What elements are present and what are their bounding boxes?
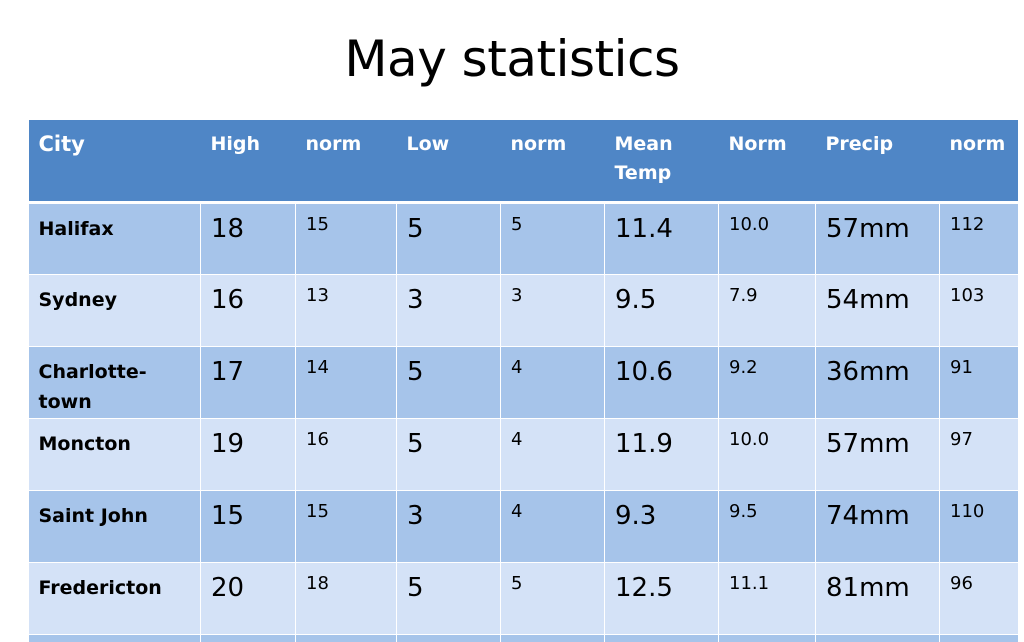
cell-mean-norm: 9.2: [718, 345, 816, 418]
cell-high-norm: 15: [295, 489, 397, 562]
cell-empty: [939, 633, 1018, 642]
cell-mean-norm: 10.0: [718, 417, 816, 490]
slide-title: May statistics: [344, 30, 680, 88]
cell-precip: 74mm: [815, 489, 940, 562]
table-body: Halifax 18 15 5 5 11.4 10.0 57mm 112 Syd…: [28, 201, 1018, 642]
stats-table-container: City High norm Low norm Mean Temp Norm P…: [28, 120, 1018, 642]
cell-empty: [396, 633, 501, 642]
table-row: Sydney 16 13 3 3 9.5 7.9 54mm 103: [28, 273, 1018, 346]
cell-low-norm: 3: [500, 273, 605, 346]
table-row: Moncton 19 16 5 4 11.9 10.0 57mm 97: [28, 417, 1018, 490]
cell-precip-norm: 112: [939, 201, 1018, 274]
cell-precip-norm: 97: [939, 417, 1018, 490]
cell-mean-norm: 10.0: [718, 201, 816, 274]
table-row: Charlotte-town 17 14 5 4 10.6 9.2 36mm 9…: [28, 345, 1018, 418]
cell-high-norm: 15: [295, 201, 397, 274]
cell-empty: [295, 633, 397, 642]
table-row: Saint John 15 15 3 4 9.3 9.5 74mm 110: [28, 489, 1018, 562]
table-row-cut-off: [28, 633, 1018, 642]
cell-mean: 9.3: [604, 489, 719, 562]
cell-city: Saint John: [28, 489, 201, 562]
cell-high: 16: [200, 273, 296, 346]
cell-low-norm: 5: [500, 201, 605, 274]
cell-high: 20: [200, 561, 296, 634]
table-row: Fredericton 20 18 5 5 12.5 11.1 81mm 96: [28, 561, 1018, 634]
cell-low-norm: 4: [500, 489, 605, 562]
cell-precip-norm: 96: [939, 561, 1018, 634]
cell-high: 19: [200, 417, 296, 490]
cell-city: Sydney: [28, 273, 201, 346]
cell-low: 5: [396, 345, 501, 418]
cell-precip-norm: 110: [939, 489, 1018, 562]
cell-empty: [500, 633, 605, 642]
cell-precip-norm: 103: [939, 273, 1018, 346]
cell-mean: 11.9: [604, 417, 719, 490]
cell-high-norm: 14: [295, 345, 397, 418]
cell-city: Moncton: [28, 417, 201, 490]
cell-high: 18: [200, 201, 296, 274]
cell-precip: 57mm: [815, 201, 940, 274]
cell-empty: [28, 633, 201, 642]
cell-precip: 36mm: [815, 345, 940, 418]
cell-high: 17: [200, 345, 296, 418]
cell-mean-norm: 7.9: [718, 273, 816, 346]
header-high: High: [200, 120, 296, 204]
cell-low: 5: [396, 417, 501, 490]
stats-table: City High norm Low norm Mean Temp Norm P…: [28, 120, 1018, 642]
cell-low-norm: 4: [500, 345, 605, 418]
cell-mean: 9.5: [604, 273, 719, 346]
header-low: Low: [396, 120, 501, 204]
cell-high: 15: [200, 489, 296, 562]
cell-mean: 10.6: [604, 345, 719, 418]
cell-high-norm: 13: [295, 273, 397, 346]
header-low-norm: norm: [500, 120, 605, 204]
cell-empty: [604, 633, 719, 642]
cell-empty: [200, 633, 296, 642]
cell-low-norm: 4: [500, 417, 605, 490]
cell-precip: 81mm: [815, 561, 940, 634]
cell-city: Charlotte-town: [28, 345, 201, 418]
cell-mean: 11.4: [604, 201, 719, 274]
cell-precip-norm: 91: [939, 345, 1018, 418]
cell-low: 5: [396, 561, 501, 634]
cell-empty: [718, 633, 816, 642]
header-high-norm: norm: [295, 120, 397, 204]
header-row: City High norm Low norm Mean Temp Norm P…: [28, 120, 1018, 204]
cell-precip: 57mm: [815, 417, 940, 490]
cell-mean: 12.5: [604, 561, 719, 634]
header-precip-norm: norm: [939, 120, 1018, 204]
header-mean-temp: Mean Temp: [604, 120, 719, 204]
cell-city: Halifax: [28, 201, 201, 274]
cell-low: 3: [396, 489, 501, 562]
cell-high-norm: 18: [295, 561, 397, 634]
header-city: City: [28, 120, 201, 204]
header-precip: Precip: [815, 120, 940, 204]
cell-low: 3: [396, 273, 501, 346]
cell-mean-norm: 11.1: [718, 561, 816, 634]
cell-precip: 54mm: [815, 273, 940, 346]
cell-low: 5: [396, 201, 501, 274]
cell-empty: [815, 633, 940, 642]
cell-mean-norm: 9.5: [718, 489, 816, 562]
table-row: Halifax 18 15 5 5 11.4 10.0 57mm 112: [28, 201, 1018, 274]
cell-high-norm: 16: [295, 417, 397, 490]
cell-low-norm: 5: [500, 561, 605, 634]
cell-city: Fredericton: [28, 561, 201, 634]
header-mean-norm: Norm: [718, 120, 816, 204]
